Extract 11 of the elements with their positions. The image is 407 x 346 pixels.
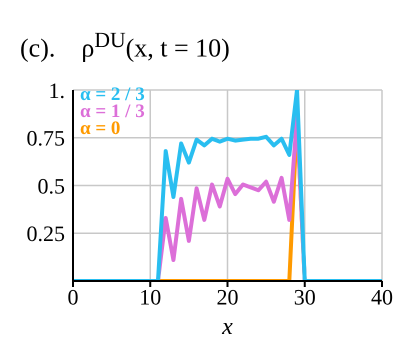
- y-tick-label: 0.75: [26, 126, 65, 151]
- x-axis-title: x: [221, 314, 234, 340]
- y-tick-label: 0.5: [38, 173, 65, 198]
- y-tick-label: 1.: [48, 78, 65, 103]
- x-tick-label: 0: [68, 284, 78, 310]
- x-tick-label: 30: [294, 284, 316, 310]
- x-tick-label: 40: [371, 284, 393, 310]
- chart-title: (c). ρ$^{DU}$(x, t = 10): [20, 28, 230, 64]
- x-tick-label: 10: [139, 284, 162, 310]
- y-tick-label: 0.25: [26, 221, 65, 246]
- x-tick-label: 20: [216, 284, 238, 310]
